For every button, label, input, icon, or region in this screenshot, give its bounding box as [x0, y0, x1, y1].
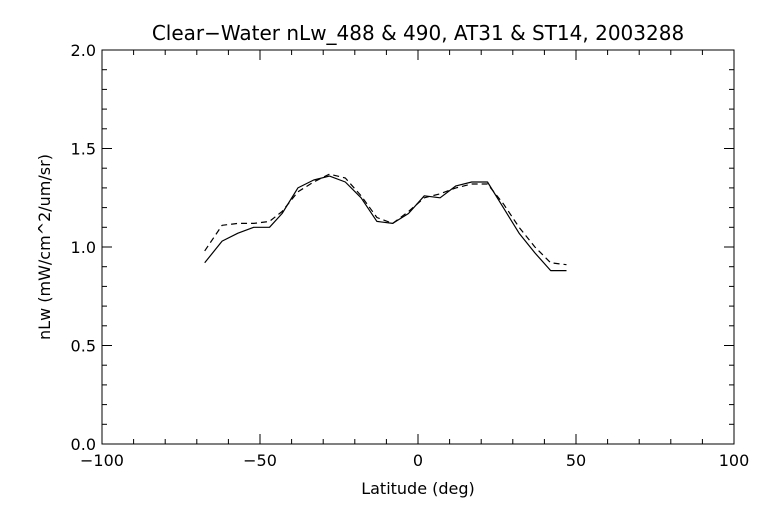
- y-axis: 0.0 0.5 1.0 1.5 2.0: [71, 41, 734, 454]
- chart-title: Clear−Water nLw_488 & 490, AT31 & ST14, …: [152, 21, 684, 45]
- series-line-solid: [204, 175, 567, 272]
- x-tick-label: −50: [243, 451, 277, 470]
- series-line-dashed: [204, 173, 567, 266]
- x-tick-label: −100: [80, 451, 124, 470]
- plot-frame: [101, 49, 735, 445]
- y-tick-label: 0.0: [71, 435, 96, 454]
- x-axis-label: Latitude (deg): [361, 479, 475, 498]
- y-tick-label: 2.0: [71, 41, 96, 60]
- x-tick-label: 0: [413, 451, 423, 470]
- y-tick-label: 1.5: [71, 140, 96, 159]
- x-axis: −100 −50 0 50 100: [80, 50, 749, 470]
- y-tick-label: 0.5: [71, 337, 96, 356]
- x-tick-label: 50: [566, 451, 586, 470]
- series-layer: [204, 173, 567, 272]
- y-tick-label: 1.0: [71, 238, 96, 257]
- x-tick-label: 100: [719, 451, 750, 470]
- y-axis-label: nLw (mW/cm^2/um/sr): [35, 154, 54, 340]
